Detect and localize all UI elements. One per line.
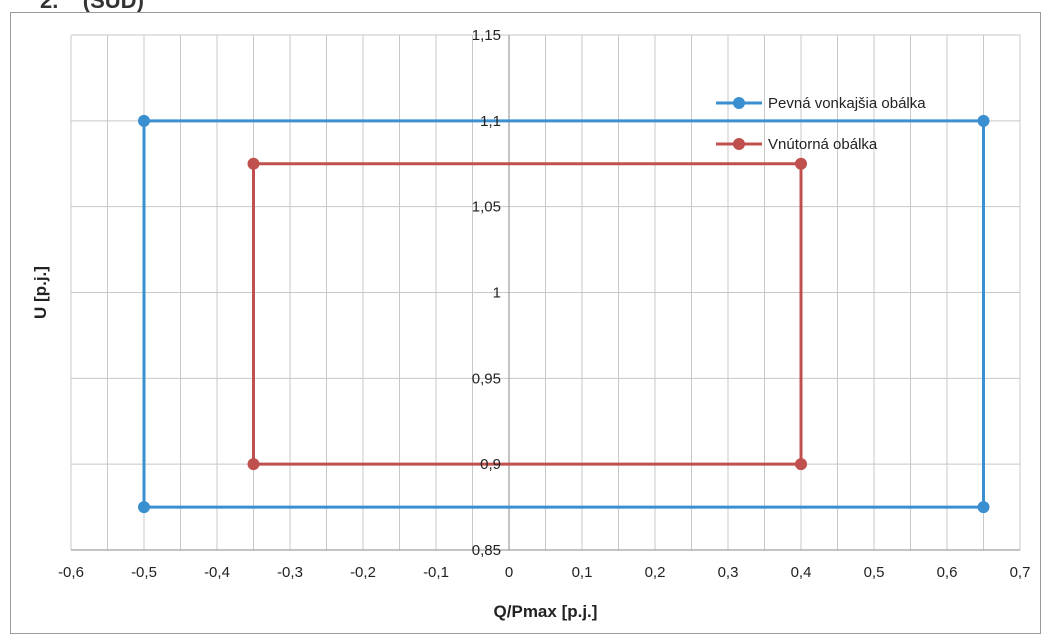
y-axis-title: U [p.j.]: [31, 266, 50, 319]
series-line: [142, 119, 985, 509]
x-tick-label: 0: [505, 564, 513, 581]
x-tick-label: -0,6: [58, 564, 84, 581]
series-point: [977, 114, 990, 127]
series-point: [138, 501, 150, 514]
x-tick-label: 0,1: [572, 564, 593, 581]
legend-label: Vnútorná obálka: [768, 136, 878, 153]
series-point: [977, 501, 990, 514]
series-point: [795, 458, 807, 471]
y-tick-label: 1,1: [480, 113, 501, 130]
y-tick-label: 0,85: [472, 542, 501, 559]
x-tick-label: 0,6: [937, 564, 958, 581]
legend-label: Pevná vonkajšia obálka: [768, 95, 926, 112]
x-tick-label: -0,4: [204, 564, 230, 581]
legend: Pevná vonkajšia obálka Vnútorná obálka: [716, 95, 926, 153]
series-point: [138, 114, 150, 127]
x-tick-label: -0,1: [423, 564, 449, 581]
tick-layer: -0,6 -0,5 -0,4 -0,3 -0,2 -0,1 0 0,1 0,2 0,3 0,4 0,5…: [58, 27, 1030, 581]
series-layer: [138, 114, 990, 514]
x-tick-label: -0,2: [350, 564, 376, 581]
x-tick-label: 0,5: [864, 564, 885, 581]
y-tick-label: 1,05: [472, 199, 501, 216]
series-point: [795, 157, 807, 170]
x-tick-label: 0,3: [718, 564, 739, 581]
x-tick-label: 0,2: [645, 564, 666, 581]
x-tick-label: 0,4: [791, 564, 812, 581]
series-point: [247, 157, 260, 170]
series-line: [252, 162, 803, 466]
series-point: [247, 458, 260, 471]
y-tick-label: 0,9: [480, 456, 501, 473]
legend-swatch-marker: [733, 138, 745, 150]
x-axis-title: Q/Pmax [p.j.]: [494, 602, 598, 621]
y-tick-label: 1: [493, 285, 501, 302]
x-tick-label: 0,7: [1010, 564, 1031, 581]
y-tick-label: 0,95: [472, 370, 501, 387]
x-tick-label: -0,3: [277, 564, 303, 581]
x-tick-label: -0,5: [131, 564, 157, 581]
grid-layer: [70, 34, 1021, 551]
legend-swatch-marker: [733, 97, 745, 109]
page-header-fragment: 2. (SUD): [40, 0, 144, 13]
y-tick-label: 1,15: [472, 27, 501, 44]
chart-frame: [10, 12, 1041, 634]
